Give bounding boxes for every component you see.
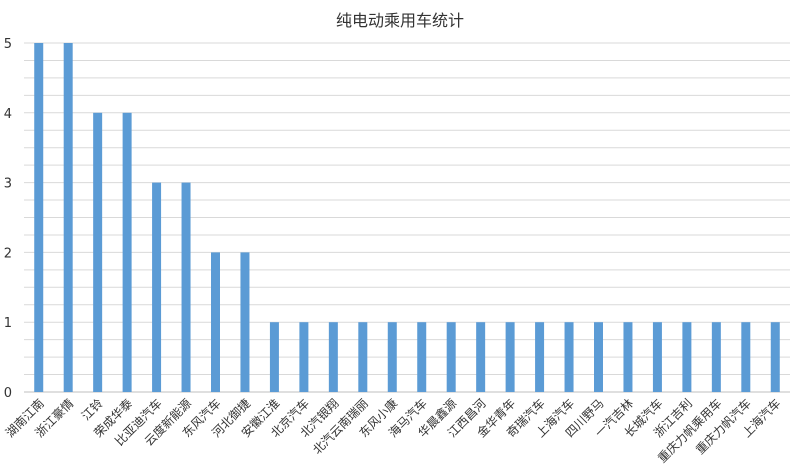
bar [122, 112, 132, 393]
bar [358, 322, 368, 392]
y-tick-label: 2 [4, 246, 12, 261]
bar [269, 322, 279, 392]
bar [328, 322, 338, 392]
bar [152, 182, 162, 392]
bar [652, 322, 662, 392]
bar [594, 322, 603, 392]
bar [417, 322, 427, 392]
bar [93, 112, 103, 393]
y-tick-label: 1 [4, 316, 12, 331]
bar [476, 322, 486, 392]
y-tick-label: 3 [4, 177, 12, 192]
bars [34, 43, 780, 393]
bar [711, 322, 721, 392]
y-axis-ticks: 0 1 2 3 4 5 [4, 37, 12, 401]
bar [181, 182, 191, 392]
bar [387, 322, 397, 392]
grid-lines [24, 42, 790, 393]
y-tick-label: 5 [4, 37, 12, 52]
bar [240, 252, 250, 392]
bar [741, 322, 751, 392]
bar [299, 322, 309, 392]
bar [211, 252, 220, 392]
bar [505, 322, 515, 392]
bar [770, 322, 780, 392]
bar [63, 43, 73, 392]
bar [34, 43, 44, 392]
bar [682, 322, 692, 392]
bar [446, 322, 456, 392]
y-tick-label: 4 [4, 107, 12, 122]
bar [623, 322, 633, 392]
y-tick-label: 0 [4, 386, 12, 401]
chart-title: 纯电动乘用车统计 [336, 11, 464, 30]
bar [535, 322, 545, 392]
bar [564, 322, 574, 392]
